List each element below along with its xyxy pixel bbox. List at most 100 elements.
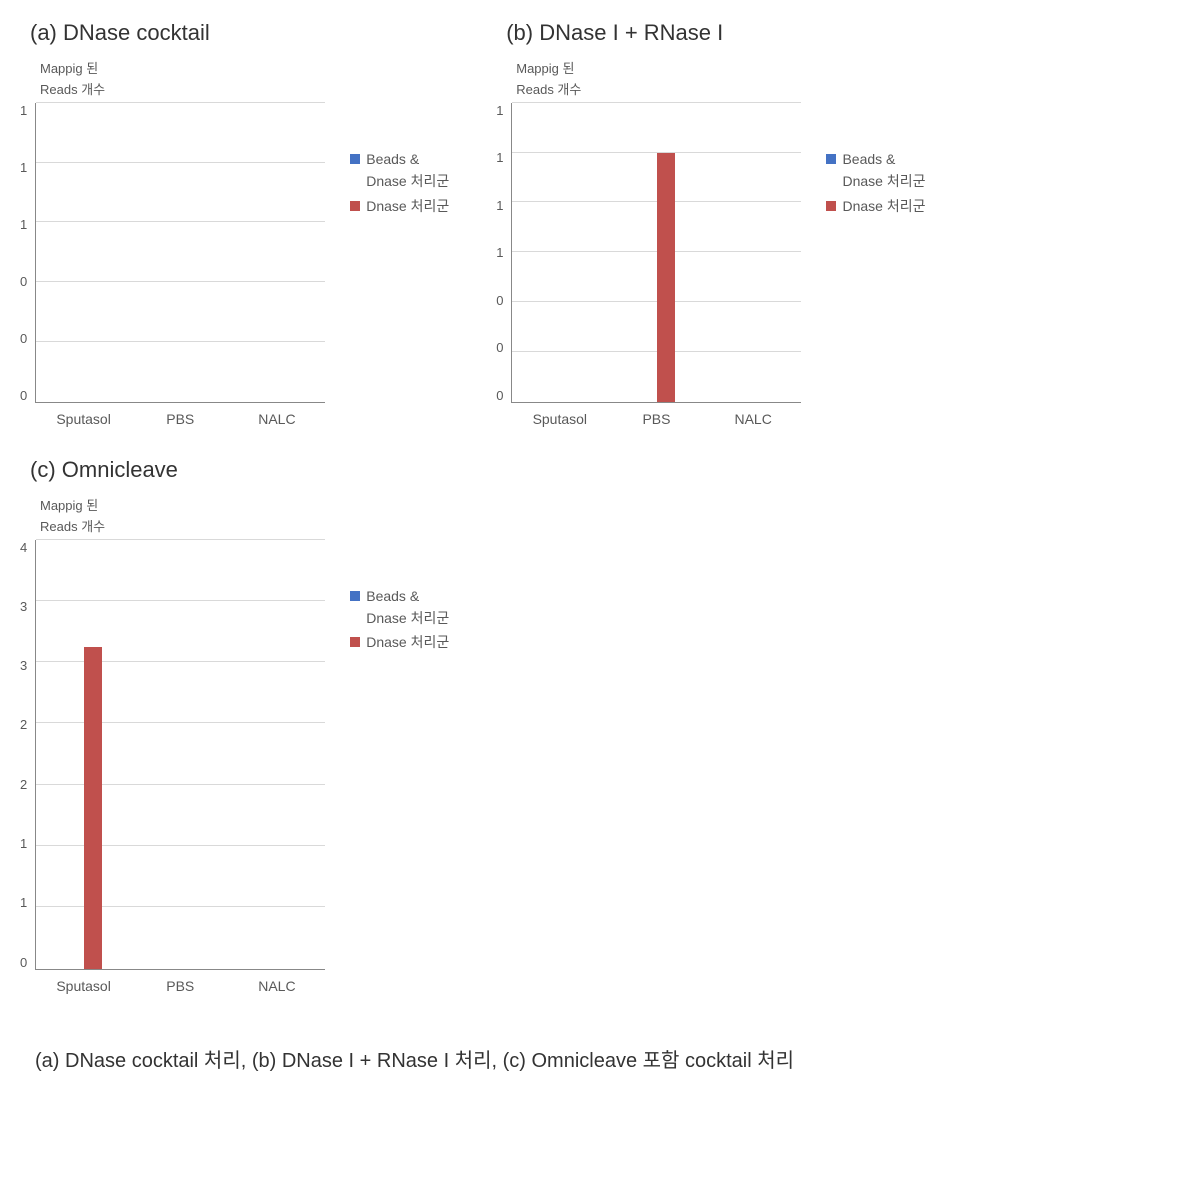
- y-tick-label: 0: [20, 274, 27, 289]
- row-1: (a) DNase cocktail Mappig 된 Reads 개수 1 1 1 0 0 0…: [20, 20, 1162, 427]
- x-axis: SputasolPBSNALC: [511, 411, 801, 427]
- y-tick-label: 1: [20, 217, 27, 232]
- y-tick-label: 1: [496, 245, 503, 260]
- category-slot: [609, 103, 705, 402]
- chart-a: (a) DNase cocktail Mappig 된 Reads 개수 1 1 1 0 0 0…: [20, 20, 456, 427]
- y-tick-label: 1: [20, 160, 27, 175]
- y-tick-label: 1: [496, 150, 503, 165]
- legend-item: Beads & Dnase 처리군: [350, 148, 456, 193]
- plot-column: SputasolPBSNALC: [35, 103, 325, 427]
- category-slot: [133, 540, 229, 969]
- legend-item: Beads & Dnase 처리군: [826, 148, 932, 193]
- category-slot: [133, 103, 229, 402]
- x-axis: SputasolPBSNALC: [35, 411, 325, 427]
- chart-container: 1 1 1 0 0 0 SputasolPBSNALC Beads & Dnase 처리군Dn…: [20, 103, 456, 427]
- legend-marker: [350, 154, 360, 164]
- x-tick-label: PBS: [608, 411, 705, 427]
- y-axis-label-line1: Mappig 된: [40, 498, 456, 515]
- legend-marker: [826, 201, 836, 211]
- chart-c: (c) OmnicleaveMappig 된Reads 개수43322110Sp…: [20, 457, 456, 994]
- category-slot: [36, 103, 132, 402]
- plot-column: SputasolPBSNALC: [511, 103, 801, 427]
- y-tick-label: 0: [20, 388, 27, 403]
- bar-series2: [657, 153, 675, 402]
- figure-caption: (a) DNase cocktail 처리, (b) DNase I + RNa…: [35, 1044, 1162, 1073]
- bar-pair: [259, 103, 295, 402]
- y-tick-label: 0: [20, 331, 27, 346]
- y-axis-label-line2: Reads 개수: [516, 82, 932, 99]
- bar-pair: [66, 103, 102, 402]
- y-tick-label: 4: [20, 540, 27, 555]
- bars-layer: [36, 540, 325, 969]
- bar-pair: [163, 103, 199, 402]
- category-slot: [229, 103, 325, 402]
- legend: Beads & Dnase 처리군Dnase 처리군: [350, 585, 456, 656]
- legend-label: Beads & Dnase 처리군: [366, 148, 456, 193]
- legend-item: Dnase 처리군: [350, 195, 456, 217]
- plot-wrap: 1 1 1 0 0 0 SputasolPBSNALC: [20, 103, 325, 427]
- category-slot: [705, 103, 801, 402]
- x-tick-label: PBS: [132, 411, 229, 427]
- y-axis-label-line1: Mappig 된: [516, 61, 932, 78]
- legend-marker: [350, 637, 360, 647]
- bar-pair: [259, 540, 295, 969]
- y-axis: 1 1 1 1 0 0 0: [496, 103, 511, 403]
- y-tick-label: 1: [496, 198, 503, 213]
- x-tick-label: Sputasol: [35, 411, 132, 427]
- category-slot: [36, 540, 132, 969]
- bar-pair: [66, 540, 102, 969]
- y-tick-label: 0: [496, 293, 503, 308]
- chart-title: (b) DNase I + RNase I: [506, 20, 932, 46]
- x-tick-label: NALC: [229, 978, 326, 994]
- legend-marker: [350, 591, 360, 601]
- legend-marker: [826, 154, 836, 164]
- category-slot: [512, 103, 608, 402]
- chart-title: (a) DNase cocktail: [30, 20, 456, 46]
- y-tick-label: 3: [20, 599, 27, 614]
- y-tick-label: 3: [20, 658, 27, 673]
- y-tick-label: 2: [20, 777, 27, 792]
- y-tick-label: 0: [20, 955, 27, 970]
- y-tick-label: 1: [496, 103, 503, 118]
- row-2: (c) OmnicleaveMappig 된Reads 개수43322110Sp…: [20, 457, 1162, 994]
- x-tick-label: NALC: [705, 411, 802, 427]
- legend-item: Beads & Dnase 처리군: [350, 585, 456, 630]
- y-tick-label: 1: [20, 895, 27, 910]
- y-axis-label-line2: Reads 개수: [40, 82, 456, 99]
- y-axis: 43322110: [20, 540, 35, 970]
- y-tick-label: 0: [496, 388, 503, 403]
- y-tick-label: 1: [20, 103, 27, 118]
- chart-title: (c) Omnicleave: [30, 457, 456, 483]
- y-axis-label-line2: Reads 개수: [40, 519, 456, 536]
- legend: Beads & Dnase 처리군Dnase 처리군: [826, 148, 932, 219]
- legend: Beads & Dnase 처리군Dnase 처리군: [350, 148, 456, 219]
- x-tick-label: NALC: [229, 411, 326, 427]
- y-axis: 1 1 1 0 0 0: [20, 103, 35, 403]
- plot-column: SputasolPBSNALC: [35, 540, 325, 994]
- bars-layer: [36, 103, 325, 402]
- y-tick-label: 0: [496, 340, 503, 355]
- chart-container: 1 1 1 1 0 0 0 SputasolPBSNALC Beads & Dnase 처리군D…: [496, 103, 932, 427]
- x-tick-label: PBS: [132, 978, 229, 994]
- x-axis: SputasolPBSNALC: [35, 978, 325, 994]
- legend-label: Dnase 처리군: [366, 195, 449, 217]
- plot-area: [35, 103, 325, 403]
- legend-item: Dnase 처리군: [826, 195, 932, 217]
- bar-pair: [543, 103, 579, 402]
- y-tick-label: 1: [20, 836, 27, 851]
- x-tick-label: Sputasol: [35, 978, 132, 994]
- chart-b: (b) DNase I + RNase IMappig 된Reads 개수111…: [496, 20, 932, 427]
- legend-label: Beads & Dnase 처리군: [842, 148, 932, 193]
- bar-pair: [639, 103, 675, 402]
- legend-item: Dnase 처리군: [350, 631, 456, 653]
- plot-area: [511, 103, 801, 403]
- bar-pair: [163, 540, 199, 969]
- bar-pair: [735, 103, 771, 402]
- legend-marker: [350, 201, 360, 211]
- y-axis-label-line1: Mappig 된: [40, 61, 456, 78]
- bar-series2: [84, 647, 102, 969]
- bars-layer: [512, 103, 801, 402]
- plot-wrap: 1 1 1 1 0 0 0 SputasolPBSNALC: [496, 103, 801, 427]
- plot-wrap: 43322110SputasolPBSNALC: [20, 540, 325, 994]
- category-slot: [229, 540, 325, 969]
